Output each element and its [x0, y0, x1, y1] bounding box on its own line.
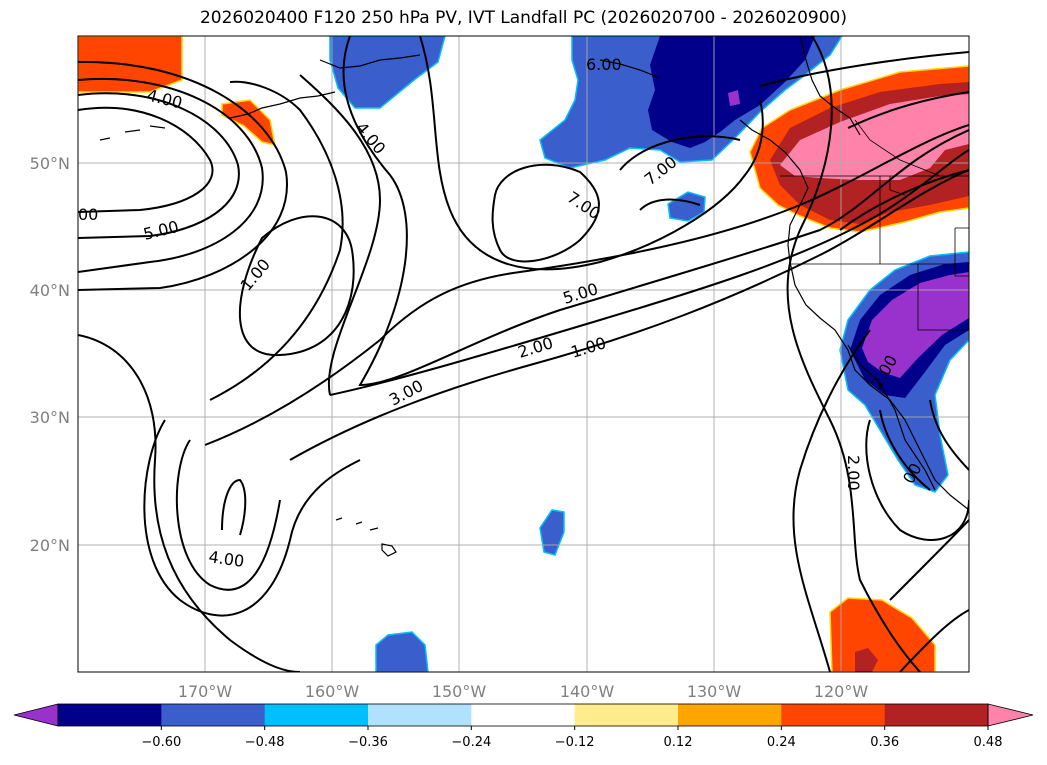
colorbar-tick-label: 0.36: [870, 735, 899, 750]
lon-label: 160°W: [305, 682, 360, 701]
contour-label: 3.00: [386, 376, 426, 410]
colorbar-segment: [161, 704, 266, 726]
colorbar-segment: [368, 704, 472, 726]
shade-orange-bottom: [829, 597, 936, 672]
colorbar-tick-label: −0.60: [141, 735, 181, 750]
colorbar-segment: [781, 704, 886, 726]
shade-darkred-bottom: [855, 648, 878, 672]
colorbar-segment: [264, 704, 369, 726]
colorbar-tick-label: 0.12: [664, 735, 693, 750]
lon-axis: 170°W 160°W 150°W 140°W 130°W 120°W: [178, 682, 869, 701]
contour-label: 5.00: [141, 217, 180, 244]
colorbar-tick-label: −0.48: [245, 735, 285, 750]
colorbar-tick-label: 0.24: [767, 735, 796, 750]
shade-purple-dot: [728, 90, 740, 106]
lat-axis: 50°N 40°N 30°N 20°N: [30, 154, 70, 555]
colorbar-tick-label: −0.12: [555, 735, 595, 750]
contour-label: 4.00: [145, 85, 184, 112]
colorbar-segment: [884, 704, 989, 726]
colorbar: −0.60 −0.48 −0.36 −0.24 −0.12 0.12 0.24 0.36 0.4…: [13, 703, 1034, 750]
shade-purple-coast: [862, 272, 969, 378]
lon-label: 150°W: [432, 682, 487, 701]
colorbar-segment: [574, 704, 679, 726]
colorbar-frame: [57, 703, 989, 727]
shade-blue-hawaii: [539, 509, 565, 556]
colorbar-tick-label: 0.48: [974, 735, 1003, 750]
lat-label: 40°N: [30, 281, 70, 300]
contour-label: 7.00: [564, 188, 604, 224]
plot-frame: [77, 35, 970, 673]
lon-label: 140°W: [560, 682, 615, 701]
lon-label: 120°W: [814, 682, 869, 701]
map-title: 2026020400 F120 250 hPa PV, IVT Landfall…: [199, 8, 847, 28]
colorbar-tick-label: −0.24: [451, 735, 491, 750]
contour-label: 1.00: [569, 333, 609, 362]
colorbar-segment: [678, 704, 782, 726]
contour-label: 00: [78, 205, 98, 224]
shade-blue-bottom: [375, 631, 429, 672]
colorbar-segment: [471, 704, 576, 726]
shade-orange-small: [221, 99, 276, 146]
lat-label: 20°N: [30, 536, 70, 555]
gridlines: [78, 36, 969, 672]
contour-label: 6.00: [586, 55, 622, 74]
colorbar-extend-left: [13, 703, 59, 727]
contour-label: 4.00: [207, 547, 245, 571]
shade-pink-ne: [780, 94, 969, 180]
colorbar-extend-right: [987, 703, 1034, 727]
contour-label: 2.00: [516, 333, 556, 362]
pv-contours: [78, 36, 969, 672]
contour-label: 2.00: [844, 455, 863, 491]
colorbar-tick-label: −0.36: [348, 735, 388, 750]
lat-label: 50°N: [30, 154, 70, 173]
contour-label: 4.00: [352, 118, 389, 158]
colorbar-segment: [58, 704, 162, 726]
lon-label: 170°W: [178, 682, 233, 701]
shade-blue-aleutian: [329, 36, 446, 109]
lon-label: 130°W: [687, 682, 742, 701]
lat-label: 30°N: [30, 408, 70, 427]
